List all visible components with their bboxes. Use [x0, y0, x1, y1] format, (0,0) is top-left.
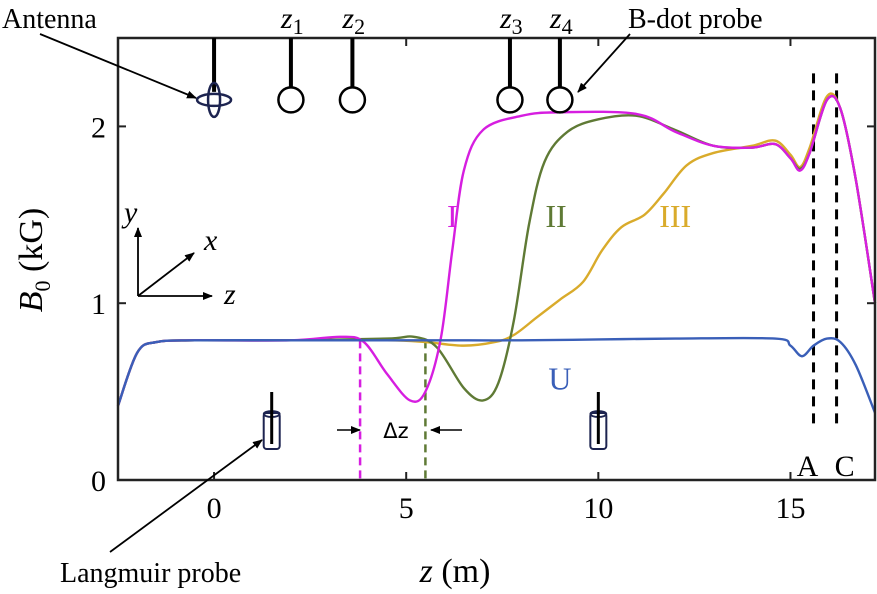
bdot-probe-label: z1	[280, 2, 304, 39]
x-tick-label: 0	[207, 492, 222, 525]
y-tick-label: 0	[91, 465, 106, 498]
y-tick-label: 1	[91, 288, 106, 321]
langmuir-label: Langmuir probe	[60, 558, 241, 589]
series-label-II: II	[545, 198, 566, 234]
series-label-U: U	[548, 360, 571, 396]
bdot-probe-label: z3	[499, 2, 523, 39]
bdot-probe-icon	[277, 86, 305, 114]
region-label-A: A	[797, 450, 819, 483]
bdot-arrow	[577, 33, 631, 93]
axis-y-label: y	[121, 196, 138, 229]
antenna-label: Antenna	[2, 4, 97, 35]
bdot-probe-icon	[496, 86, 524, 114]
x-tick-label: 5	[399, 492, 414, 525]
series-line-U	[116, 336, 877, 414]
x-tick-label: 10	[583, 492, 613, 525]
bdot-label: B-dot probe	[628, 4, 763, 35]
axis-x-label: x	[203, 224, 218, 257]
x-tick-label: 15	[775, 492, 805, 525]
series-line-III	[116, 92, 877, 407]
antenna-icon	[206, 81, 222, 119]
delta-z-label: Δz	[383, 419, 408, 443]
y-axis-label: B0 (kG)	[13, 208, 55, 312]
series-line-I	[116, 94, 877, 407]
antenna-icon	[195, 92, 233, 108]
bdot-probe-label: z4	[549, 2, 573, 39]
bdot-probe-label: z2	[341, 2, 365, 39]
langmuir-arrow	[109, 439, 263, 553]
x-axis-label: z (m)	[419, 553, 491, 590]
bdot-probe-icon	[546, 86, 574, 114]
antenna-arrow	[39, 33, 197, 99]
y-tick-label: 2	[91, 111, 106, 144]
region-label-C: C	[835, 450, 855, 483]
bdot-probe-icon	[338, 86, 367, 114]
axis-z-label: z	[223, 278, 236, 311]
coordinate-axes-icon	[134, 227, 213, 300]
plot-frame	[116, 36, 877, 482]
series-label-I: I	[447, 198, 458, 234]
series-label-III: III	[659, 198, 691, 234]
